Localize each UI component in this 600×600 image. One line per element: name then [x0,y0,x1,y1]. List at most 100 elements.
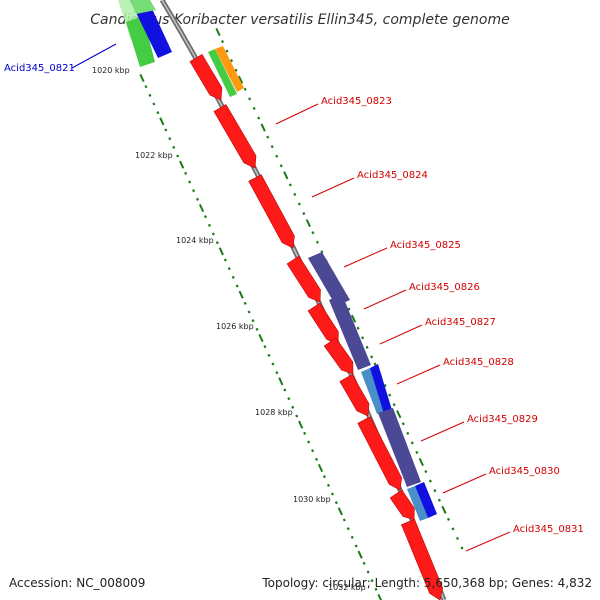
outer-tick [392,403,396,407]
kbp-label-1026: 1026 kbp [216,322,254,331]
inner-tick [330,492,334,496]
gene-0822-features[interactable] [208,46,244,97]
cds-arrow-6[interactable] [323,337,354,375]
inner-tick [307,440,311,444]
cds-arrow-7[interactable] [339,374,370,417]
inner-tick [235,284,239,288]
inner-tick [258,333,264,343]
gene-label-acid345-0823[interactable]: Acid345_0823 [321,96,392,107]
hit-purple-2[interactable] [329,294,371,370]
outer-tick [293,192,297,196]
cds-arrow-3[interactable] [248,174,295,249]
outer-tick [230,59,234,63]
cds-arrow-8[interactable] [357,416,403,491]
outer-tick [451,527,455,531]
hit-lightblue-1[interactable] [361,368,386,414]
leader-line-0829 [420,421,465,442]
gene-label-acid345-0825[interactable]: Acid345_0825 [390,240,461,251]
outer-tick [424,470,428,474]
leader-line-0824 [311,177,355,198]
outer-tick [260,123,266,132]
gene-label-acid345-0826[interactable]: Acid345_0826 [409,282,480,293]
inner-tick [271,362,275,366]
hit-lightblue-2[interactable] [407,486,428,521]
inner-tick [223,258,227,262]
gene-label-acid345-0824[interactable]: Acid345_0824 [357,170,428,181]
genome-summary-text: Topology: circular; Length: 5,650,368 bp… [261,576,592,590]
inner-tick [227,267,231,271]
gene-0822-orange-feature[interactable] [215,46,244,92]
gene-label-acid345-0830[interactable]: Acid345_0830 [489,466,560,477]
kbp-label-1030: 1030 kbp [293,495,331,504]
hit-blue-2[interactable] [415,482,437,518]
inner-tick [231,275,235,279]
inner-tick [238,290,244,299]
outer-tick [297,202,301,206]
outer-tick [305,219,311,228]
kbp-label-1028: 1028 kbp [255,408,293,417]
outer-tick [243,87,247,91]
outer-tick [257,116,261,120]
inner-tick [291,405,295,409]
inner-tick [156,111,160,115]
inner-tick [342,518,346,522]
inner-tick [278,377,284,386]
inner-tick [192,189,196,193]
hit-blue-1[interactable] [370,364,392,414]
inner-tick [337,507,343,516]
gene-label-acid345-0829[interactable]: Acid345_0829 [467,414,538,425]
inner-tick [207,223,211,227]
outer-tick [252,106,256,110]
outer-tick [383,384,387,388]
inner-tick [218,247,224,256]
leader-line-0826 [363,289,407,310]
outer-tick [361,336,365,340]
hit-purple-3[interactable] [378,408,421,487]
cds-arrow-5[interactable] [307,302,339,345]
gene-acid345-0821-features[interactable] [118,0,172,67]
map-title: Candidatus Koribacter versatilis Ellin34… [90,12,509,28]
inner-tick [203,215,207,219]
inner-tick [295,414,299,418]
hit-purple-1[interactable] [308,252,350,306]
cds-arrow-4[interactable] [286,255,321,303]
gene-0821-green-cap[interactable] [130,0,156,14]
outer-tick [288,183,292,187]
inner-tick [354,544,358,548]
inner-tick [184,171,188,175]
inner-tick [251,319,255,323]
cds-track [189,53,444,600]
inner-tick [366,570,370,574]
outer-tick [406,431,410,435]
cds-arrow-2[interactable] [213,104,257,169]
outer-tick [365,345,369,349]
cds-arrow-1[interactable] [189,53,223,101]
outer-tick [441,505,447,514]
cds-arrow-9[interactable] [389,489,415,521]
inner-tick [303,431,307,435]
inner-tick [263,345,267,349]
gene-label-acid345-0828[interactable]: Acid345_0828 [443,357,514,368]
outer-tick [283,171,289,180]
gene-0821-blue-feature[interactable] [130,0,172,58]
gene-label-acid345-0821[interactable]: Acid345_0821 [4,63,75,74]
gene-label-acid345-0827[interactable]: Acid345_0827 [425,317,496,328]
cds-arrow-10[interactable] [401,518,444,600]
outer-tick [356,326,360,330]
outer-tick [410,441,414,445]
outer-tick [275,154,279,158]
outer-tick [302,212,306,216]
leader-line-0823 [275,103,319,125]
inner-tick [179,160,185,169]
kbp-label-1032: 1032 kbp [328,583,366,592]
inner-tick [346,527,350,531]
gene-0822-green-feature[interactable] [208,49,237,97]
inner-tick [168,137,172,141]
gene-label-acid345-0831[interactable]: Acid345_0831 [513,524,584,535]
inner-tick [243,301,247,305]
outer-tick [234,68,238,72]
outer-tick [455,536,459,540]
outer-tick [279,164,283,168]
inner-tick [152,102,156,106]
gene-0821-green-feature[interactable] [126,16,155,67]
